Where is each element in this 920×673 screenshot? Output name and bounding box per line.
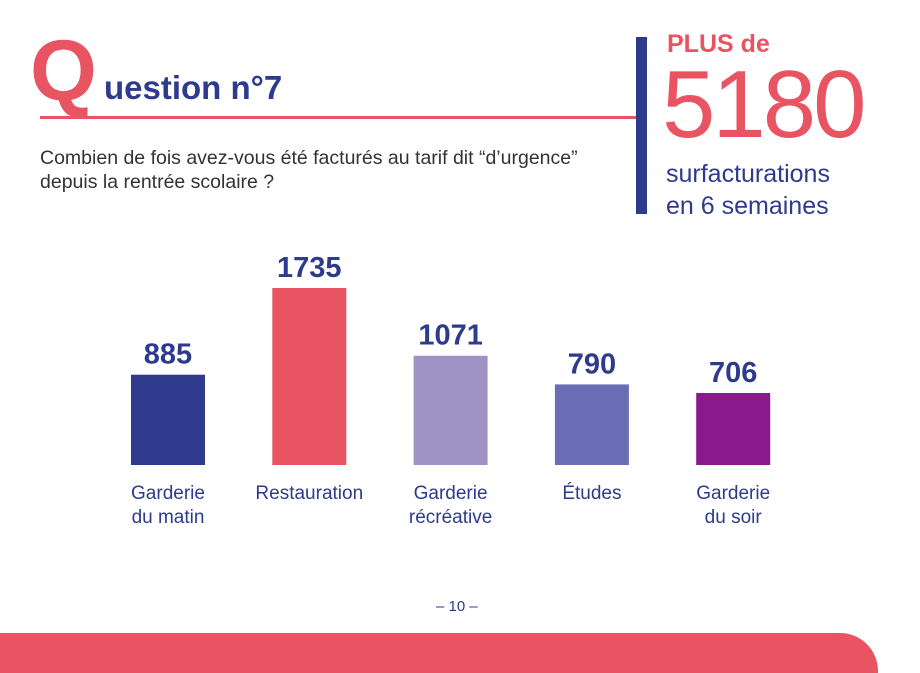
category-label: Garderie bbox=[696, 483, 770, 504]
data-label: 706 bbox=[709, 357, 757, 389]
highlight-prefix: PLUS de bbox=[667, 30, 770, 58]
bar bbox=[131, 374, 205, 465]
category-label: Garderie bbox=[414, 483, 488, 504]
category-label: Études bbox=[562, 483, 621, 504]
category-label: Restauration bbox=[255, 483, 363, 504]
bar bbox=[696, 392, 771, 465]
highlight-number: 5180 bbox=[662, 51, 867, 158]
category-label: du matin bbox=[132, 507, 205, 528]
page-title: uestion n°7 bbox=[104, 69, 283, 106]
highlight-divider bbox=[636, 37, 647, 214]
bar bbox=[413, 355, 488, 465]
category-label: Garderie bbox=[131, 483, 205, 504]
question-letter-q: Q bbox=[30, 23, 97, 119]
highlight-caption-line1: surfacturations bbox=[666, 160, 830, 188]
data-label: 885 bbox=[144, 339, 192, 371]
bar-chart: 885 Garderie du matin 1735 Restauration 1071 G… bbox=[131, 252, 771, 528]
data-label: 1071 bbox=[418, 320, 483, 352]
footer-band bbox=[0, 633, 878, 673]
question-text: Combien de fois avez-vous été facturés a… bbox=[40, 147, 578, 193]
bar bbox=[554, 384, 629, 465]
category-label: récréative bbox=[409, 507, 492, 528]
bar bbox=[272, 288, 347, 465]
highlight-caption: surfacturations en 6 semaines bbox=[666, 158, 830, 222]
title-divider bbox=[40, 116, 636, 119]
page-number: – 10 – bbox=[436, 598, 478, 615]
highlight-caption-line2: en 6 semaines bbox=[666, 192, 829, 220]
data-label: 790 bbox=[568, 348, 616, 380]
data-label: 1735 bbox=[277, 252, 342, 284]
category-label: du soir bbox=[705, 507, 763, 528]
